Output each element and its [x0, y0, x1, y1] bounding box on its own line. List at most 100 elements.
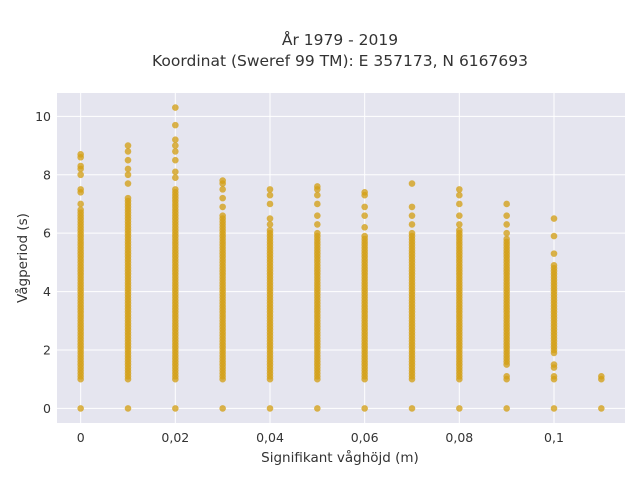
data-point [77, 162, 84, 170]
y-tick-label: 6 [43, 226, 51, 241]
data-point [456, 405, 463, 412]
y-tick-label: 2 [43, 342, 51, 357]
data-point [314, 405, 321, 412]
y-axis-label: Vågperiod (s) [14, 213, 31, 303]
data-point [408, 212, 416, 219]
data-point [361, 203, 368, 211]
data-point [124, 142, 132, 149]
y-axis-ticks: 0 2 4 6 8 10 [35, 109, 51, 416]
data-point [266, 226, 274, 234]
data-point [550, 262, 558, 269]
data-point [550, 361, 558, 368]
data-point [361, 212, 368, 219]
data-point [503, 405, 510, 412]
data-point [456, 226, 463, 234]
data-point [124, 165, 132, 173]
y-tick-label: 4 [43, 284, 51, 299]
data-point [219, 405, 226, 412]
data-point [314, 191, 321, 199]
data-point [503, 200, 510, 208]
data-point [503, 235, 510, 243]
data-point [361, 405, 368, 412]
data-point [408, 229, 416, 237]
data-point [550, 405, 558, 412]
data-point [266, 186, 274, 193]
data-point [266, 215, 274, 222]
x-axis-ticks: 0 0,02 0,04 0,06 0,08 0,1 [77, 430, 564, 445]
data-point [124, 405, 132, 412]
data-point [408, 180, 416, 187]
data-point [219, 186, 226, 193]
data-point [124, 156, 132, 164]
data-point [550, 215, 558, 222]
x-tick-label: 0,08 [445, 430, 473, 445]
data-point [219, 194, 226, 202]
data-point [219, 212, 226, 219]
data-point [172, 168, 179, 176]
data-point [456, 221, 463, 228]
data-point [456, 212, 463, 219]
y-tick-label: 10 [35, 109, 51, 124]
data-point [77, 405, 84, 412]
data-point [219, 203, 226, 211]
data-point [361, 188, 368, 196]
data-point [172, 186, 179, 193]
data-point [77, 200, 84, 208]
data-point [172, 121, 179, 129]
x-axis-label: Signifikant våghöjd (m) [261, 449, 419, 466]
data-point [172, 174, 179, 181]
data-point [408, 221, 416, 228]
data-point [124, 171, 132, 179]
data-point [456, 191, 463, 199]
data-point [456, 186, 463, 193]
data-point [77, 186, 84, 193]
data-point [172, 148, 179, 155]
data-point [598, 405, 605, 412]
data-point [314, 212, 321, 219]
data-point [77, 206, 84, 214]
data-point [172, 136, 179, 144]
data-points [77, 104, 605, 412]
data-point [456, 200, 463, 208]
data-point [172, 156, 179, 164]
data-point [503, 212, 510, 219]
data-point [598, 372, 605, 380]
data-point [172, 104, 179, 111]
data-point [314, 200, 321, 208]
data-point [219, 177, 226, 184]
data-point [550, 250, 558, 257]
data-point [408, 203, 416, 211]
data-point [77, 151, 84, 158]
data-point [408, 405, 416, 412]
data-point [361, 224, 368, 231]
plot-area [57, 93, 625, 423]
data-point [77, 171, 84, 179]
x-tick-label: 0,06 [351, 430, 379, 445]
data-point [361, 232, 368, 240]
x-tick-label: 0,02 [161, 430, 189, 445]
x-tick-label: 0 [77, 430, 85, 445]
data-point [266, 191, 274, 199]
data-point [124, 148, 132, 155]
data-point [550, 232, 558, 240]
data-point [172, 405, 179, 412]
data-point [172, 142, 179, 149]
data-point [266, 221, 274, 228]
data-point [550, 372, 558, 380]
data-point [314, 183, 321, 190]
data-point [503, 221, 510, 228]
data-point [314, 229, 321, 237]
x-tick-label: 0,04 [256, 430, 284, 445]
data-point [124, 194, 132, 202]
data-point [503, 372, 510, 380]
chart-title-line1: År 1979 - 2019 [282, 30, 398, 49]
y-tick-label: 0 [43, 401, 51, 416]
data-point [266, 405, 274, 412]
data-point [124, 180, 132, 187]
data-point [266, 200, 274, 208]
y-tick-label: 8 [43, 167, 51, 182]
data-point [503, 229, 510, 237]
chart-title-line2: Koordinat (Sweref 99 TM): E 357173, N 61… [152, 52, 528, 70]
data-point [314, 221, 321, 228]
